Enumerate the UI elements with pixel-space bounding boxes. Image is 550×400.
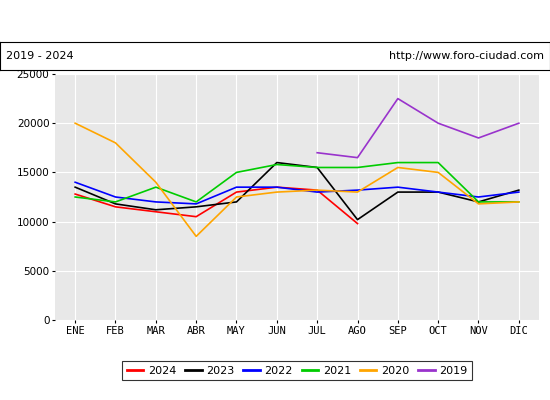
- Text: http://www.foro-ciudad.com: http://www.foro-ciudad.com: [389, 51, 544, 61]
- Legend: 2024, 2023, 2022, 2021, 2020, 2019: 2024, 2023, 2022, 2021, 2020, 2019: [122, 361, 472, 380]
- Text: Evolucion Nº Turistas Nacionales en el municipio de Azuqueca de Henares: Evolucion Nº Turistas Nacionales en el m…: [0, 14, 550, 28]
- Text: 2019 - 2024: 2019 - 2024: [6, 51, 73, 61]
